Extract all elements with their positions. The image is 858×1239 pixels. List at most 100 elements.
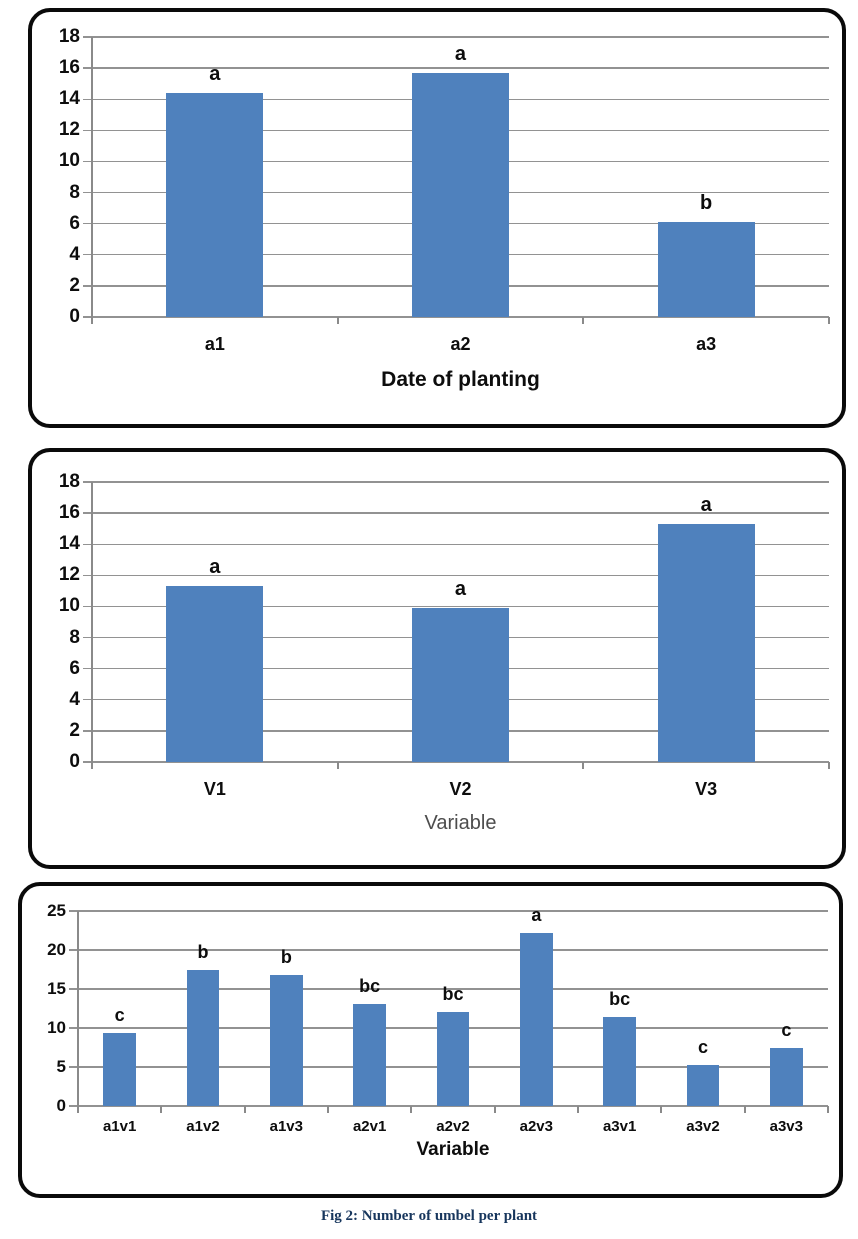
bar	[686, 1064, 720, 1106]
x-axis-tick	[77, 1106, 79, 1113]
x-tick-label: V3	[695, 779, 718, 799]
gridline	[69, 910, 828, 912]
x-axis-tick	[336, 762, 339, 769]
x-tick-label: a3v2	[686, 1118, 720, 1135]
y-tick-label: 14	[58, 88, 80, 110]
significance-letter: a	[454, 578, 467, 600]
chart-panel-interaction: 0 5 10 15 20 25 c a1v1 b a1v2 b a1v3 bc a2v1 bc a2v2 a a2…	[18, 882, 843, 1198]
x-tick-label: V2	[449, 779, 472, 799]
y-tick-label: 6	[69, 212, 80, 234]
x-tick-label: V1	[203, 779, 226, 799]
x-axis-tick	[243, 1106, 246, 1113]
x-axis-tick	[336, 317, 339, 324]
x-axis-tick	[743, 1106, 746, 1113]
x-axis-tick	[91, 762, 93, 769]
gridline	[83, 316, 829, 318]
plot-area-variable: 0 2 4 6 8 10 12 14 16 18 a V1 a V2 a V3	[59, 471, 830, 799]
bar	[769, 1048, 803, 1106]
y-tick-label: 5	[56, 1057, 66, 1076]
significance-letter: a	[454, 42, 467, 65]
bar	[436, 1011, 470, 1106]
x-axis-title: Variable	[416, 1139, 490, 1160]
y-axis-line	[91, 482, 93, 769]
significance-letter: b	[700, 192, 713, 215]
x-tick-label: a2	[450, 334, 471, 354]
y-tick-label: 10	[58, 150, 80, 172]
significance-letter: b	[197, 941, 209, 962]
x-axis-tick	[160, 1106, 163, 1113]
y-tick-label: 0	[56, 1096, 66, 1115]
x-tick-label: a2v3	[519, 1118, 553, 1135]
gridline	[83, 605, 829, 608]
gridline	[83, 67, 829, 69]
x-axis-tick	[827, 1106, 829, 1113]
bar	[353, 1003, 387, 1106]
x-axis-tick	[582, 762, 585, 769]
plot-area-date-of-planting: 0 2 4 6 8 10 12 14 16 18 a a1 a a2 b a3	[59, 26, 830, 354]
y-tick-label: 8	[69, 181, 80, 203]
x-axis-tick	[410, 1106, 413, 1113]
x-tick-label: a1v3	[269, 1118, 303, 1135]
x-tick-label: a1v2	[186, 1118, 220, 1135]
y-tick-label: 16	[58, 502, 80, 524]
x-tick-label: a2v1	[352, 1118, 387, 1135]
chart-panel-date-of-planting: 0 2 4 6 8 10 12 14 16 18 a a1 a a2 b a3 Date of plantin…	[28, 8, 846, 428]
bar	[411, 72, 509, 317]
figure-caption: Fig 2: Number of umbel per plant	[320, 1208, 538, 1224]
x-axis-title: Variable	[424, 812, 497, 834]
y-tick-label: 25	[47, 901, 66, 920]
bar	[103, 1033, 137, 1106]
x-axis-tick	[660, 1106, 663, 1113]
gridline	[69, 1105, 828, 1107]
bar	[186, 969, 220, 1106]
x-axis-tick	[577, 1106, 579, 1113]
y-axis-line	[77, 911, 79, 1113]
significance-letter: c	[781, 1020, 792, 1041]
x-tick-label: a3v3	[769, 1118, 803, 1135]
x-axis-tick	[327, 1106, 329, 1113]
bar	[603, 1017, 637, 1106]
chart-panel-variable: 0 2 4 6 8 10 12 14 16 18 a V1 a V2 a V3 Variable	[28, 448, 846, 869]
y-tick-label: 8	[69, 626, 80, 648]
y-tick-label: 0	[69, 751, 80, 772]
x-tick-label: a3v1	[602, 1118, 637, 1135]
gridline	[83, 481, 829, 483]
x-axis-tick	[582, 317, 585, 324]
bar	[657, 524, 755, 762]
y-tick-label: 14	[58, 533, 80, 555]
y-tick-label: 15	[47, 979, 66, 998]
y-tick-label: 18	[58, 26, 80, 47]
y-tick-label: 0	[69, 306, 80, 327]
bar	[519, 932, 553, 1106]
x-tick-label: a1v1	[102, 1118, 137, 1135]
y-tick-label: 2	[69, 274, 80, 296]
significance-letter: bc	[359, 975, 381, 996]
significance-letter: c	[697, 1036, 708, 1057]
significance-letter: a	[209, 63, 221, 85]
significance-letter: b	[280, 946, 292, 967]
significance-letter: bc	[442, 983, 464, 1004]
gridline	[83, 36, 829, 38]
x-tick-label: a1	[204, 334, 225, 354]
y-tick-label: 20	[47, 940, 66, 959]
y-tick-label: 6	[69, 657, 80, 679]
x-tick-label: a3	[696, 334, 717, 354]
gridline	[83, 512, 829, 514]
bar	[657, 222, 755, 317]
y-tick-label: 12	[58, 119, 80, 141]
y-tick-label: 2	[69, 719, 80, 741]
y-tick-label: 10	[47, 1018, 66, 1037]
y-tick-label: 10	[58, 595, 80, 617]
x-axis-tick	[91, 317, 93, 324]
x-axis-tick	[828, 317, 830, 324]
x-tick-label: a2v2	[436, 1118, 470, 1135]
y-axis-line	[91, 37, 93, 324]
y-tick-label: 12	[58, 564, 80, 586]
y-tick-label: 4	[69, 688, 80, 710]
bar	[269, 974, 303, 1106]
gridline	[69, 949, 828, 951]
significance-letter: a	[209, 556, 221, 579]
y-tick-label: 4	[69, 243, 80, 265]
significance-letter: a	[531, 904, 542, 925]
